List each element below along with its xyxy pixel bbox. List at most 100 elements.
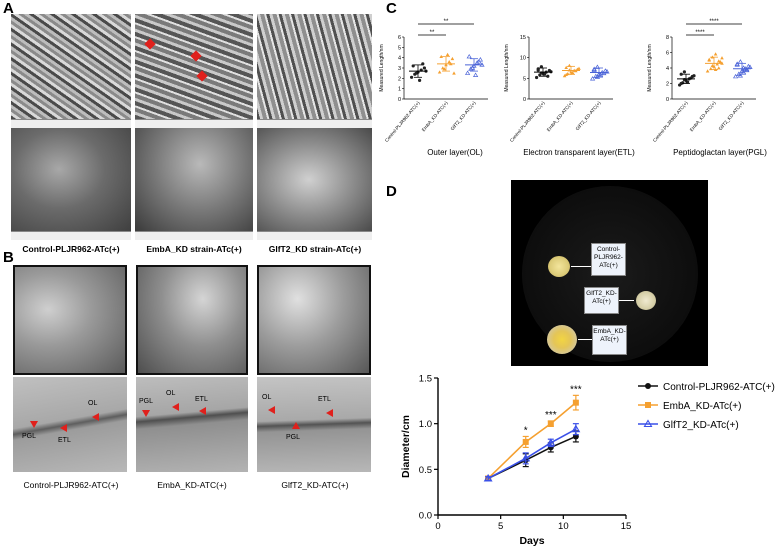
data-point [468,66,474,71]
y-tick-label: 4 [398,56,401,62]
legend-marker [645,383,651,389]
data-point [570,70,575,74]
y-tick-label: 4 [666,66,669,72]
sem-image-glft2-bottom [257,128,372,231]
sem-image-emba-top [135,14,253,119]
data-point [732,73,739,79]
plate-label-glft2: GlfT2_KD-ATc(+) [584,287,619,314]
data-point [411,64,415,68]
data-point [571,424,581,433]
x-category-label: Control-PLJR962-ATC(+) [384,100,421,143]
tem-image-glft2-top [257,265,371,375]
plate-label-emba: EmbA_KD-ATc(+) [592,325,627,355]
y-axis-label: Diameter/cm [400,415,412,478]
y-tick-label: 0 [398,97,401,103]
x-category-label: EmbA_KD-ATC(+) [421,100,449,132]
data-point [562,74,567,78]
data-point [469,65,476,70]
colony-emba [547,325,577,354]
data-point [715,62,719,66]
sem-image-emba-bottom [135,128,253,231]
data-point [539,65,543,69]
significance-label: ** [430,30,435,36]
sem-strip-control-bottom [11,231,131,240]
arrow-line [571,266,591,267]
legend-marker [643,419,653,428]
y-axis-label: Measured Length/nm [504,44,510,91]
data-point [692,74,696,78]
layer-label-ol: OL [88,400,98,407]
data-point [740,65,747,70]
legend-label: Control-PLJR962-ATC(+) [663,382,775,393]
legend-label: GlfT2_KD-ATc(+) [663,420,739,431]
data-point [543,72,547,76]
y-tick-label: 15 [520,35,526,41]
data-point [575,67,580,71]
data-point [418,78,422,82]
data-point [737,73,744,78]
data-point [536,68,540,72]
data-point [734,62,740,67]
data-point [477,57,484,62]
layer-label-pgl: PGL [139,398,154,405]
y-tick-label: 1.5 [419,374,432,385]
data-point [442,67,447,71]
red-arrowhead [142,410,150,417]
panel-b-caption-emba: EmbA_KD-ATC(+) [157,480,227,490]
data-point [679,81,683,86]
data-point [710,63,715,68]
tem-image-emba-bottom [136,377,248,472]
layer-label-etl: ETL [318,396,331,403]
y-tick-label: 2 [666,82,669,88]
significance-label: ** [444,19,449,25]
data-point [707,58,711,62]
panel-c-scatter-charts: Measured Length/nm 0 1 2 3 4 5 6 Control-PLJR962… [379,19,756,143]
data-point [410,75,414,79]
data-point [591,66,597,71]
y-tick-label: 8 [666,35,669,41]
data-point [450,56,455,61]
data-point [713,52,718,56]
sem-strip-glft2-top [257,119,372,128]
layer-label-ol: OL [262,394,272,401]
data-point [464,70,471,75]
data-point [591,67,597,72]
y-tick-label: 6 [666,51,669,57]
data-point [705,69,710,73]
data-point [472,72,479,77]
data-point [564,65,568,69]
y-tick-label: 0 [523,97,526,103]
series-line [487,402,577,480]
data-point [466,53,472,59]
panel-c-caption-ol: Outer layer(OL) [427,148,483,157]
red-arrowhead [292,422,300,429]
y-tick-label: 5 [398,45,401,51]
data-point [594,64,601,69]
data-point [679,72,683,76]
data-point [535,75,539,80]
significance-label: *** [570,384,582,395]
red-arrowhead [268,406,275,414]
data-point [720,56,724,60]
data-point [521,453,531,462]
sem-image-glft2-top [257,14,372,119]
colony-control [548,256,570,277]
y-tick-label: 6 [398,35,401,41]
data-point [717,66,721,70]
layer-label-pgl: PGL [22,433,37,440]
legend-label: EmbA_KD-ATc(+) [663,401,741,412]
sem-image-control-top [11,14,131,119]
data-point [445,52,450,56]
data-point [577,66,581,70]
data-point [572,399,579,406]
data-point [452,71,456,75]
legend-marker [645,402,651,408]
x-category-label: EmbA_KD-ATC(+) [546,100,574,132]
panel-b-caption-glft2: GlfT2_KD-ATC(+) [281,480,349,490]
x-category-label: GlfT2_KD-ATC(+) [718,100,745,131]
panel-a-letter: A [3,0,14,17]
y-tick-label: 0.5 [419,465,432,476]
x-category-label: EmbA_KD-ATC(+) [689,100,717,132]
panel-c-caption-pgl: Peptidoglactan layer(PGL) [673,148,767,157]
